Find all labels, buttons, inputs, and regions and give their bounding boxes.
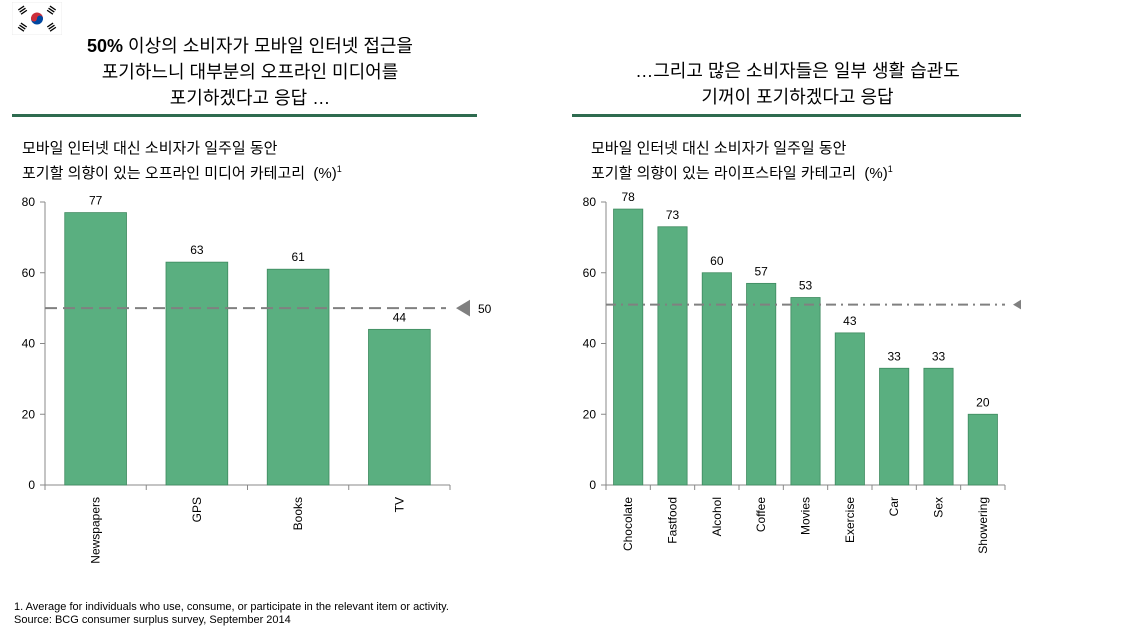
lifestyle-average-marker-icon bbox=[1013, 299, 1021, 310]
lifestyle-value-label-chocolate: 78 bbox=[621, 190, 635, 204]
left-headline-bold: 50% bbox=[87, 36, 124, 56]
media-category-label-tv: TV bbox=[392, 497, 406, 512]
lifestyle-y-tick-label: 80 bbox=[583, 195, 597, 209]
lifestyle-y-tick-label: 40 bbox=[583, 337, 597, 351]
footnote-line1: 1. Average for individuals who use, cons… bbox=[14, 601, 449, 613]
left-headline-line1: 이상의 소비자가 모바일 인터넷 접근을 bbox=[123, 36, 413, 56]
media-value-label-newspapers: 77 bbox=[89, 194, 103, 208]
taegeuk-blue-lobe bbox=[37, 15, 43, 22]
media-y-tick-label: 0 bbox=[28, 478, 35, 492]
right-headline-line1: …그리고 많은 소비자들은 일부 생활 습관도 bbox=[635, 61, 960, 81]
media-bar-gps bbox=[165, 261, 229, 486]
media-bar-books bbox=[266, 268, 330, 486]
left-divider bbox=[12, 114, 477, 117]
lifestyle-category-label-exercise: Exercise bbox=[843, 497, 857, 543]
lifestyle-y-tick-label: 60 bbox=[583, 266, 597, 280]
korea-flag-icon bbox=[12, 2, 62, 35]
lifestyle-bar-chocolate bbox=[613, 208, 644, 486]
lifestyle-value-label-movies: 53 bbox=[799, 279, 813, 293]
media-y-tick-label: 60 bbox=[22, 266, 36, 280]
lifestyle-category-label-movies: Movies bbox=[799, 497, 813, 535]
lifestyle-value-label-car: 33 bbox=[887, 349, 901, 363]
media-bar-newspapers bbox=[64, 212, 127, 486]
left-chart-subtitle: 모바일 인터넷 대신 소비자가 일주일 동안 포기할 의향이 있는 오프라인 미… bbox=[22, 138, 342, 184]
lifestyle-y-tick-label: 20 bbox=[583, 407, 597, 421]
lifestyle-bar-sex bbox=[923, 367, 954, 486]
media-value-label-gps: 63 bbox=[190, 243, 204, 257]
right-subtitle-unit: (%) bbox=[864, 165, 888, 182]
lifestyle-category-label-alcohol: Alcohol bbox=[710, 497, 724, 536]
lifestyle-value-label-exercise: 43 bbox=[843, 314, 857, 328]
lifestyle-y-tick-label: 0 bbox=[589, 478, 596, 492]
left-headline: 50% 이상의 소비자가 모바일 인터넷 접근을 포기하느니 대부분의 오프라인… bbox=[30, 33, 470, 111]
media-value-label-books: 61 bbox=[291, 250, 305, 264]
media-y-tick-label: 20 bbox=[22, 407, 36, 421]
lifestyle-bar-alcohol bbox=[701, 272, 732, 486]
lifestyle-bar-showering bbox=[967, 413, 998, 486]
footnote-source: Source: BCG consumer surplus survey, Sep… bbox=[14, 614, 291, 626]
media-value-label-tv: 44 bbox=[393, 310, 407, 324]
lifestyle-value-label-showering: 20 bbox=[976, 395, 990, 409]
right-subtitle-footnote-marker: 1 bbox=[887, 164, 893, 174]
right-chart-subtitle: 모바일 인터넷 대신 소비자가 일주일 동안 포기할 의향이 있는 라이프스타일… bbox=[591, 138, 893, 184]
lifestyle-category-label-sex: Sex bbox=[932, 497, 946, 518]
right-headline: …그리고 많은 소비자들은 일부 생활 습관도 기꺼이 포기하겠다고 응답 bbox=[575, 58, 1020, 110]
media-bar-tv bbox=[368, 328, 431, 486]
footnote: 1. Average for individuals who use, cons… bbox=[14, 601, 449, 627]
lifestyle-value-label-fastfood: 73 bbox=[666, 208, 680, 222]
lifestyle-category-label-chocolate: Chocolate bbox=[621, 497, 635, 551]
left-subtitle-footnote-marker: 1 bbox=[336, 164, 342, 174]
media-y-tick-label: 80 bbox=[22, 195, 36, 209]
lifestyle-bar-fastfood bbox=[657, 226, 688, 486]
lifestyle-bar-movies bbox=[790, 297, 821, 486]
lifestyle-value-label-sex: 33 bbox=[932, 349, 946, 363]
media-average-label: 50 bbox=[478, 302, 492, 316]
right-subtitle-line2: 포기할 의향이 있는 라이프스타일 카테고리 bbox=[591, 165, 857, 182]
right-headline-line2: 기꺼이 포기하겠다고 응답 bbox=[701, 87, 894, 107]
media-average-marker-icon bbox=[456, 299, 470, 317]
media-y-tick-label: 40 bbox=[22, 337, 36, 351]
left-headline-line2: 포기하느니 대부분의 오프라인 미디어를 bbox=[101, 62, 399, 82]
lifestyle-category-label-car: Car bbox=[887, 497, 901, 516]
media-category-label-newspapers: Newspapers bbox=[89, 497, 103, 564]
lifestyle-bar-car bbox=[879, 367, 910, 486]
left-subtitle-unit: (%) bbox=[313, 165, 337, 182]
right-subtitle-line1: 모바일 인터넷 대신 소비자가 일주일 동안 bbox=[591, 140, 847, 157]
lifestyle-value-label-alcohol: 60 bbox=[710, 254, 724, 268]
lifestyle-category-label-coffee: Coffee bbox=[754, 497, 768, 532]
lifestyle-value-label-coffee: 57 bbox=[754, 264, 768, 278]
media-category-label-books: Books bbox=[291, 497, 305, 530]
lifestyle-bar-coffee bbox=[746, 282, 777, 486]
lifestyle-bar-exercise bbox=[834, 332, 865, 486]
lifestyle-category-label-showering: Showering bbox=[976, 497, 990, 554]
left-subtitle-line2: 포기할 의향이 있는 오프라인 미디어 카테고리 bbox=[22, 165, 306, 182]
right-divider bbox=[572, 114, 1021, 117]
lifestyle-category-label-fastfood: Fastfood bbox=[666, 497, 680, 544]
left-subtitle-line1: 모바일 인터넷 대신 소비자가 일주일 동안 bbox=[22, 140, 278, 157]
taegeuk-red-lobe bbox=[31, 15, 37, 22]
media-category-label-gps: GPS bbox=[190, 497, 204, 522]
left-headline-line3: 포기하겠다고 응답 … bbox=[169, 88, 331, 108]
